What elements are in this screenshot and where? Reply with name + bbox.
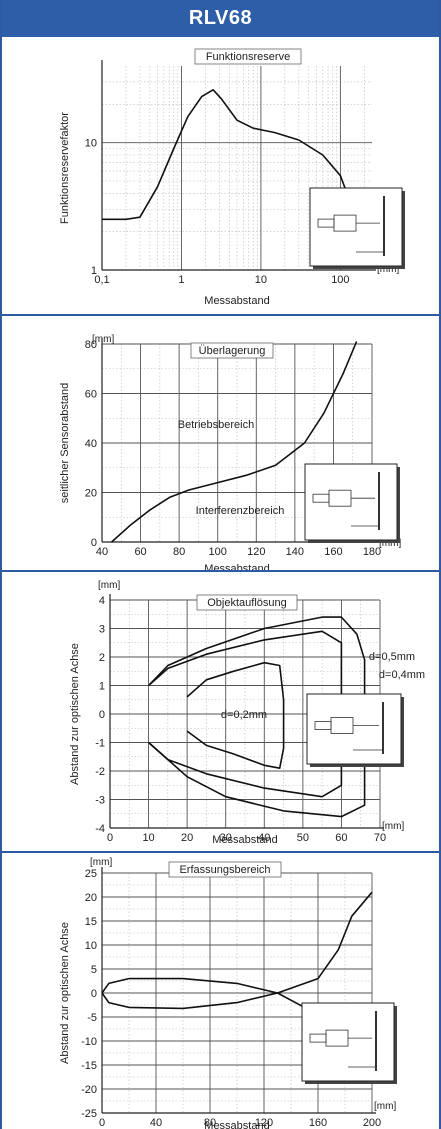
x-tick-label: 1 [178, 274, 184, 286]
chart-title-box [190, 342, 274, 359]
y-tick-label: 5 [91, 964, 97, 976]
y-unit-label: [mm] [92, 334, 114, 345]
chart-annotation: Interferenzbereich [196, 505, 285, 517]
y-tick-label: 1 [91, 265, 97, 277]
x-tick-label: 10 [142, 832, 154, 844]
x-unit-label: [mm] [382, 821, 404, 832]
chart-funktionsreserve: 0,1 1 10 100110FunktionsreserveMessabstandF… [59, 48, 405, 307]
x-axis-label: Messabstand [204, 295, 269, 307]
y-unit-label: [mm] [90, 857, 112, 868]
x-axis-label: Messabstand [204, 563, 269, 570]
y-tick-label: -3 [95, 795, 105, 807]
y-tick-label: 3 [99, 624, 105, 636]
y-tick-label: 2 [99, 652, 105, 664]
y-unit-label: [mm] [98, 580, 120, 591]
y-tick-label: -10 [81, 1036, 97, 1048]
y-tick-label: 0 [91, 988, 97, 1000]
x-tick-label: 60 [335, 832, 347, 844]
x-tick-label: 60 [134, 546, 146, 558]
chart-title-box [196, 594, 298, 611]
x-tick-label: 50 [297, 832, 309, 844]
chart-annotation: Betriebsbereich [178, 419, 254, 431]
chart-title: Erfassungsbereich [179, 864, 270, 876]
x-tick-label: 200 [363, 1117, 381, 1129]
x-unit-label: [mm] [379, 538, 401, 549]
y-tick-label: -2 [95, 766, 105, 778]
x-tick-label: 140 [286, 546, 304, 558]
y-tick-label: -25 [81, 1108, 97, 1120]
x-tick-label: 40 [96, 546, 108, 558]
x-tick-label: 30 [220, 832, 232, 844]
y-axis-label: Abstand zur optischen Achse [69, 643, 81, 785]
y-axis-label: Funktionsreservefaktor [59, 112, 71, 224]
chart-annotation: d=0,2mm [221, 709, 267, 721]
x-tick-label: 180 [363, 546, 381, 558]
series-line [101, 891, 373, 1010]
chart-title-box [194, 48, 302, 65]
x-tick-label: 0 [107, 832, 113, 844]
chart-title: Objektauflösung [207, 597, 287, 609]
y-axis-label: seitlicher Sensorabstand [59, 383, 71, 503]
y-tick-label: -5 [87, 1012, 97, 1024]
x-tick-label: 80 [204, 1117, 216, 1129]
x-axis-label: Messabstand [204, 1120, 269, 1129]
x-axis-label: Messabstand [212, 834, 277, 846]
separator [2, 314, 439, 316]
x-tick-label: 0,1 [94, 274, 109, 286]
x-tick-label: 120 [255, 1117, 273, 1129]
x-tick-label: 120 [247, 546, 265, 558]
y-axis-label: Abstand zur optischen Achse [59, 922, 71, 1064]
y-tick-label: 40 [85, 438, 97, 450]
y-tick-label: 80 [85, 339, 97, 351]
y-tick-label: 15 [85, 916, 97, 928]
y-tick-label: 4 [99, 595, 105, 607]
x-tick-label: 10 [255, 274, 267, 286]
product-header: RLV68 [2, 0, 439, 37]
x-tick-label: 0 [99, 1117, 105, 1129]
series-line [186, 661, 285, 769]
y-tick-label: 1 [99, 681, 105, 693]
series-line [111, 341, 358, 543]
y-tick-label: -20 [81, 1084, 97, 1096]
x-tick-label: 40 [258, 832, 270, 844]
y-tick-label: 60 [85, 389, 97, 401]
chart-annotation: d=0,4mm [379, 669, 425, 681]
y-tick-label: -4 [95, 823, 105, 835]
y-tick-label: 20 [85, 892, 97, 904]
y-tick-label: 10 [85, 940, 97, 952]
series-line [101, 977, 326, 1023]
chart-ueberlagerung: 40 60 80 100 120 140 160 180 0 20 40 60 80 Überlageru… [59, 334, 401, 570]
x-tick-label: 160 [309, 1117, 327, 1129]
chart-annotation: d=0,5mm [369, 651, 415, 663]
chart-title: Überlagerung [199, 345, 266, 357]
series-line [102, 89, 366, 261]
y-tick-label: 0 [91, 537, 97, 549]
y-tick-label: 20 [85, 488, 97, 500]
y-tick-label: -15 [81, 1060, 97, 1072]
separator [2, 570, 439, 572]
series-line [148, 616, 366, 818]
x-tick-label: 100 [331, 274, 349, 286]
separator [2, 851, 439, 853]
x-tick-label: 20 [181, 832, 193, 844]
chart-objektaufloesung: 0 10 20 30 40 50 60 7043210-1-2-3-4Objektauflös… [69, 580, 425, 846]
x-unit-label: [mm] [374, 1101, 396, 1112]
y-tick-label: 0 [99, 709, 105, 721]
x-tick-label: 100 [209, 546, 227, 558]
y-tick-label: 10 [85, 138, 97, 150]
chart-title-box [168, 861, 282, 878]
y-tick-label: -1 [95, 738, 105, 750]
x-tick-label: 70 [374, 832, 386, 844]
y-tick-label: 25 [85, 868, 97, 880]
chart-title: Funktionsreserve [206, 51, 290, 63]
inset-sketch [306, 693, 402, 765]
x-unit-label: [mm] [377, 264, 399, 275]
x-tick-label: 80 [173, 546, 185, 558]
x-tick-label: 160 [324, 546, 342, 558]
chart-erfassungsbereich: 0 40 80 120 160 200 25 20 15 10 5 0 -5 -10 -15 -20 -25 Er… [59, 857, 397, 1129]
x-tick-label: 40 [150, 1117, 162, 1129]
